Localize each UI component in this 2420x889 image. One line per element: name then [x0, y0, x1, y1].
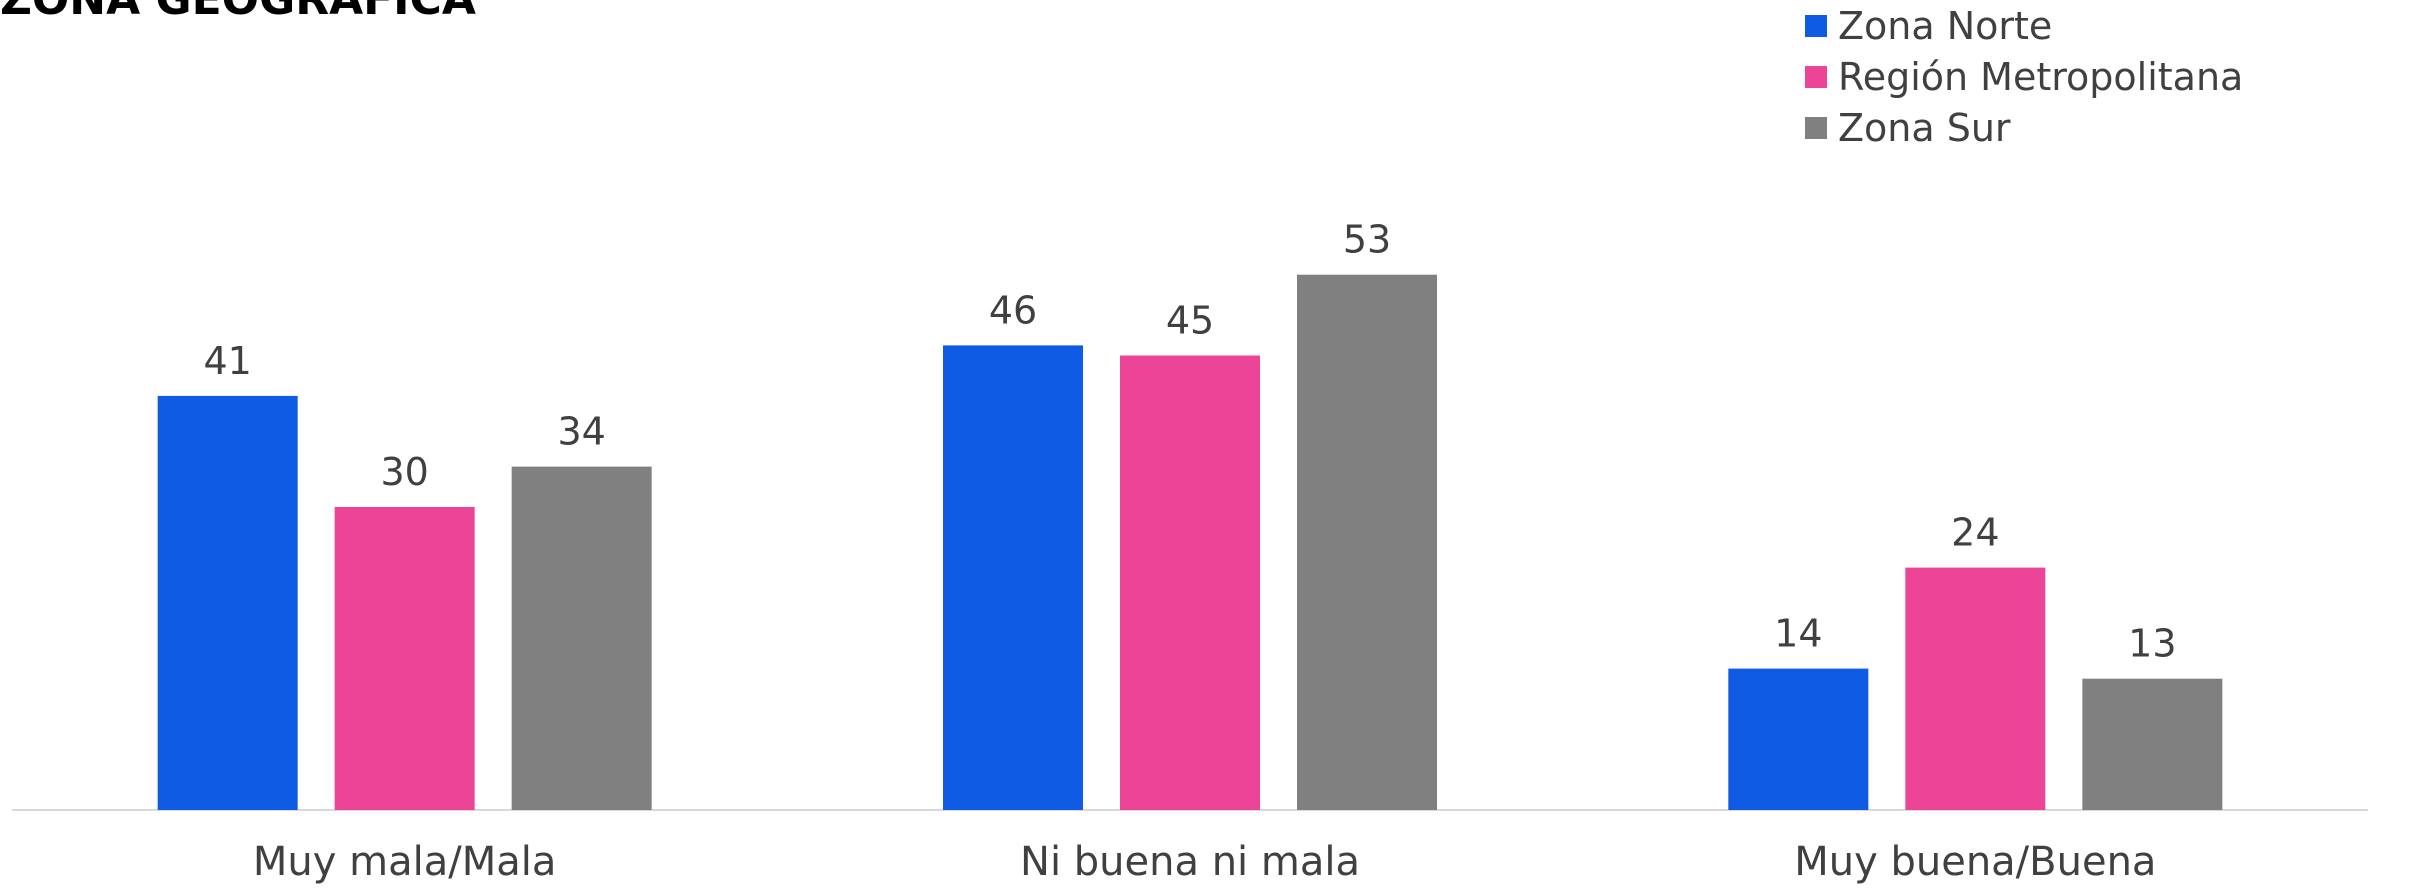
chart-title: ZONA GEOGRÁFICA: [0, 0, 476, 25]
legend-label: Zona Norte: [1838, 4, 2052, 48]
legend-label: Zona Sur: [1838, 106, 2011, 150]
bar: [334, 507, 475, 810]
data-label: 45: [1166, 299, 1214, 343]
data-label: 13: [2128, 622, 2176, 666]
bar: [1728, 668, 1869, 810]
data-label: 30: [380, 450, 428, 494]
data-label: 46: [989, 288, 1037, 332]
x-tick-label: Muy buena/Buena: [1794, 839, 2156, 885]
data-label: 34: [557, 410, 605, 454]
bar: [157, 395, 298, 810]
legend-swatch: [1805, 66, 1827, 88]
legend-swatch: [1805, 15, 1827, 37]
data-label: 24: [1951, 511, 1999, 555]
data-label: 41: [203, 339, 251, 383]
data-label: 53: [1343, 218, 1391, 262]
legend-swatch: [1805, 117, 1827, 139]
bar: [943, 345, 1083, 810]
bar: [1120, 355, 1260, 810]
data-label: 14: [1774, 612, 1822, 656]
bar: [1905, 567, 2046, 810]
legend-label: Región Metropolitana: [1838, 55, 2243, 99]
bar: [511, 466, 652, 810]
x-tick-label: Muy mala/Mala: [253, 839, 556, 885]
x-tick-label: Ni buena ni mala: [1020, 839, 1360, 885]
bar: [1297, 274, 1437, 810]
bar: [2082, 678, 2223, 810]
